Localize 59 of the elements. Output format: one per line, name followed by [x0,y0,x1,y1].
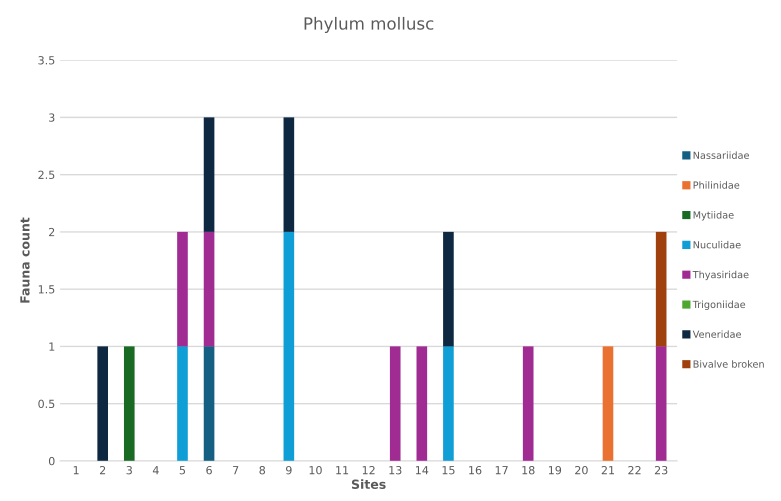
legend-label: Nuculidae [694,240,741,248]
bar [204,346,214,461]
legend-label: Mytiidae [694,211,734,220]
bar [602,346,614,461]
legend-label: Philinidae [694,181,740,189]
x-tick-label: 17 [496,466,508,474]
legend-label: Nassariidae [694,151,749,159]
bar [204,232,214,346]
x-tick-label: 5 [180,466,186,474]
x-tick-label: 22 [628,466,641,474]
x-tick-label: 7 [233,466,238,474]
bar [522,346,534,461]
y-tick-label: 0 [48,456,55,466]
x-tick-label: 23 [654,466,668,474]
x-tick-label: 8 [259,466,266,474]
bar [656,232,666,346]
bar [177,346,188,461]
y-tick-label: 3.5 [38,56,54,64]
x-tick-label: 21 [602,466,614,474]
bar [416,346,428,461]
y-tick-label: 0.5 [38,400,54,408]
legend-label: Veneridae [692,330,741,338]
bar [390,346,401,461]
legend-label: Trigoniidae [692,300,746,310]
x-tick-label: 10 [310,466,322,474]
bar [204,117,214,232]
x-tick-label: 3 [126,466,132,474]
y-axis-title: Fauna count [20,218,30,303]
legend-label: Thyasiridae [692,270,749,280]
x-tick-label: 1 [74,466,79,474]
x-axis-title: Sites [352,479,386,489]
x-tick-label: 13 [389,466,402,474]
bar [97,346,108,461]
bar [284,232,294,461]
bar [124,346,135,461]
x-tick-label: 18 [522,466,535,474]
x-tick-label: 12 [362,466,375,474]
x-tick-label: 14 [416,466,428,474]
y-tick-label: 3 [49,113,54,122]
x-tick-label: 2 [100,466,106,474]
y-tick-label: 1.5 [38,285,54,294]
x-tick-label: 6 [206,466,212,474]
bar [443,232,454,346]
bar [656,346,666,461]
y-tick-label: 2 [49,228,54,236]
legend-label: Bivalve broken [694,360,764,368]
x-tick-label: 16 [469,466,482,474]
x-tick-label: 19 [548,466,562,474]
x-tick-label: 4 [152,466,159,474]
chart-title: Phylum mollusc [304,16,434,34]
y-tick-label: 1 [49,342,54,351]
bar [443,346,454,461]
bar [284,117,294,232]
x-tick-label: 11 [336,466,348,474]
x-tick-label: 15 [442,466,455,474]
x-tick-label: 9 [286,466,292,474]
x-tick-label: 20 [575,466,588,474]
y-tick-label: 2.5 [38,170,54,180]
bar [177,232,188,346]
